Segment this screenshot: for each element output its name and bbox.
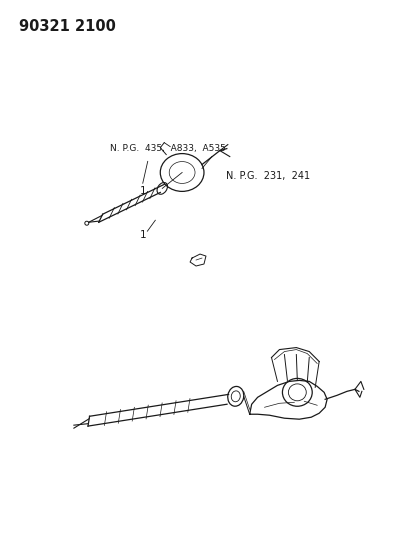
Text: 90321 2100: 90321 2100 bbox=[19, 19, 116, 34]
Text: 1: 1 bbox=[140, 186, 146, 196]
Text: N. P.G.  435,  A833,  A535: N. P.G. 435, A833, A535 bbox=[109, 144, 225, 152]
Text: 1: 1 bbox=[140, 230, 147, 240]
Text: N. P.G.  231,  241: N. P.G. 231, 241 bbox=[227, 172, 310, 181]
